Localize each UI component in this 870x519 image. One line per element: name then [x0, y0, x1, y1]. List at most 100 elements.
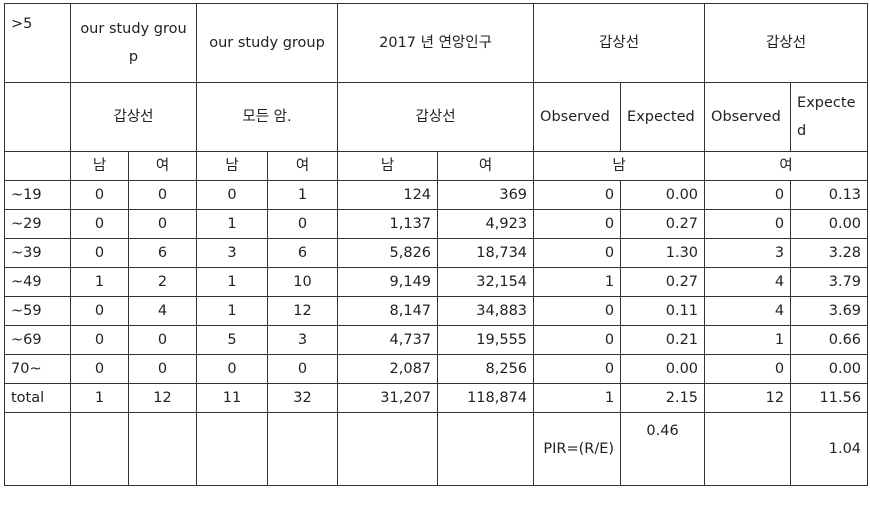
value-cell: 11.56 [790, 383, 869, 413]
value-cell: 0 [533, 209, 622, 239]
value-cell: 12 [267, 296, 339, 326]
sex-male: 남 [196, 151, 269, 181]
value-cell: 0.00 [620, 180, 706, 210]
value-cell: 11 [196, 383, 269, 413]
pir-female-value: 1.04 [790, 412, 869, 486]
table-row: ~19 0 0 0 1 124 369 0 0.00 0 0.13 [4, 180, 869, 210]
value-cell: 3 [704, 238, 792, 268]
sex-female-span: 여 [704, 151, 869, 181]
value-cell: 0 [70, 354, 129, 384]
thyroid-incidence-table: >5 our study group our study group 2017 … [4, 3, 869, 486]
group1-header: our study group [69, 3, 198, 83]
value-cell: 3.28 [790, 238, 869, 268]
header-row-1: >5 our study group our study group 2017 … [4, 3, 869, 83]
value-cell: 0 [70, 325, 129, 355]
value-cell: 0.66 [790, 325, 869, 355]
empty-cell [267, 412, 339, 486]
value-cell: 1 [704, 325, 792, 355]
value-cell: 0 [533, 296, 622, 326]
value-cell: 0 [70, 238, 129, 268]
value-cell: 19,555 [437, 325, 535, 355]
table-row: ~49 1 2 1 10 9,149 32,154 1 0.27 4 3.79 [4, 267, 869, 297]
value-cell: 0 [70, 209, 129, 239]
sex-male: 남 [70, 151, 129, 181]
value-cell: 1 [267, 180, 339, 210]
value-cell: 0 [267, 209, 339, 239]
empty-cell [70, 412, 129, 486]
age-group-cell: ~49 [4, 267, 71, 297]
value-cell: 8,147 [337, 296, 439, 326]
value-cell: 0 [704, 209, 792, 239]
value-cell: 12 [704, 383, 792, 413]
value-cell: 3 [267, 325, 339, 355]
table-row: ~29 0 0 1 0 1,137 4,923 0 0.27 0 0.00 [4, 209, 869, 239]
age-group-cell: 70~ [4, 354, 71, 384]
group2-subheader: 모든 암. [196, 82, 339, 152]
value-cell: 369 [437, 180, 535, 210]
value-cell: 0.21 [620, 325, 706, 355]
pir-male-value: 0.46 [620, 412, 706, 486]
header-row-2: 갑상선 모든 암. 갑상선 Observed Expected Observed… [4, 82, 869, 152]
value-cell: 1,137 [337, 209, 439, 239]
table-row: ~39 0 6 3 6 5,826 18,734 0 1.30 3 3.28 [4, 238, 869, 268]
value-cell: 5,826 [337, 238, 439, 268]
expected-male-header: Expected [620, 82, 706, 152]
value-cell: 10 [267, 267, 339, 297]
value-cell: 0 [70, 180, 129, 210]
value-cell: 0 [70, 296, 129, 326]
table-row: total 1 12 11 32 31,207 118,874 1 2.15 12 11.56 [4, 383, 869, 413]
sex-female: 여 [267, 151, 339, 181]
value-cell: 3.79 [790, 267, 869, 297]
sex-female: 여 [127, 151, 198, 181]
age-group-cell: ~19 [4, 180, 71, 210]
observed-female-header: Observed [704, 82, 792, 152]
population-header: 2017 년 연앙인구 [337, 3, 535, 83]
male-thyroid-header: 갑상선 [533, 3, 706, 83]
empty-cell [196, 412, 269, 486]
value-cell: 1 [533, 267, 622, 297]
pir-row: PIR=(R/E) 0.46 1.04 [4, 412, 869, 486]
value-cell: 2.15 [620, 383, 706, 413]
value-cell: 6 [127, 238, 198, 268]
empty-cell [437, 412, 535, 486]
value-cell: 2 [127, 267, 198, 297]
age-group-cell: total [4, 383, 71, 413]
value-cell: 0 [533, 238, 622, 268]
value-cell: 9,149 [337, 267, 439, 297]
empty-cell [4, 151, 71, 181]
value-cell: 0.00 [790, 209, 869, 239]
value-cell: 0 [533, 325, 622, 355]
value-cell: 0 [267, 354, 339, 384]
value-cell: 1 [533, 383, 622, 413]
sex-female: 여 [437, 151, 535, 181]
value-cell: 0 [533, 180, 622, 210]
female-thyroid-header: 갑상선 [704, 3, 869, 83]
empty-cell [704, 412, 792, 486]
value-cell: 0 [704, 354, 792, 384]
value-cell: 18,734 [437, 238, 535, 268]
value-cell: 0.27 [620, 209, 706, 239]
value-cell: 4,923 [437, 209, 535, 239]
group2-header: our study group [196, 3, 339, 83]
age-group-cell: ~69 [4, 325, 71, 355]
table-row: ~69 0 0 5 3 4,737 19,555 0 0.21 1 0.66 [4, 325, 869, 355]
value-cell: 1.30 [620, 238, 706, 268]
expected-female-header: Expected [790, 82, 869, 152]
value-cell: 4 [127, 296, 198, 326]
value-cell: 0.11 [620, 296, 706, 326]
value-cell: 0.27 [620, 267, 706, 297]
data-rows: ~19 0 0 0 1 124 369 0 0.00 0 0.13 ~29 0 0 1 0 1,137 4,923… [4, 180, 869, 413]
empty-cell [4, 412, 71, 486]
value-cell: 0 [196, 354, 269, 384]
empty-cell [337, 412, 439, 486]
value-cell: 1 [70, 383, 129, 413]
value-cell: 5 [196, 325, 269, 355]
value-cell: 124 [337, 180, 439, 210]
value-cell: 1 [70, 267, 129, 297]
value-cell: 0 [127, 209, 198, 239]
value-cell: 0.00 [620, 354, 706, 384]
age-group-cell: ~39 [4, 238, 71, 268]
table-row: 70~ 0 0 0 0 2,087 8,256 0 0.00 0 0.00 [4, 354, 869, 384]
value-cell: 4 [704, 296, 792, 326]
pir-label: PIR=(R/E) [533, 412, 622, 486]
